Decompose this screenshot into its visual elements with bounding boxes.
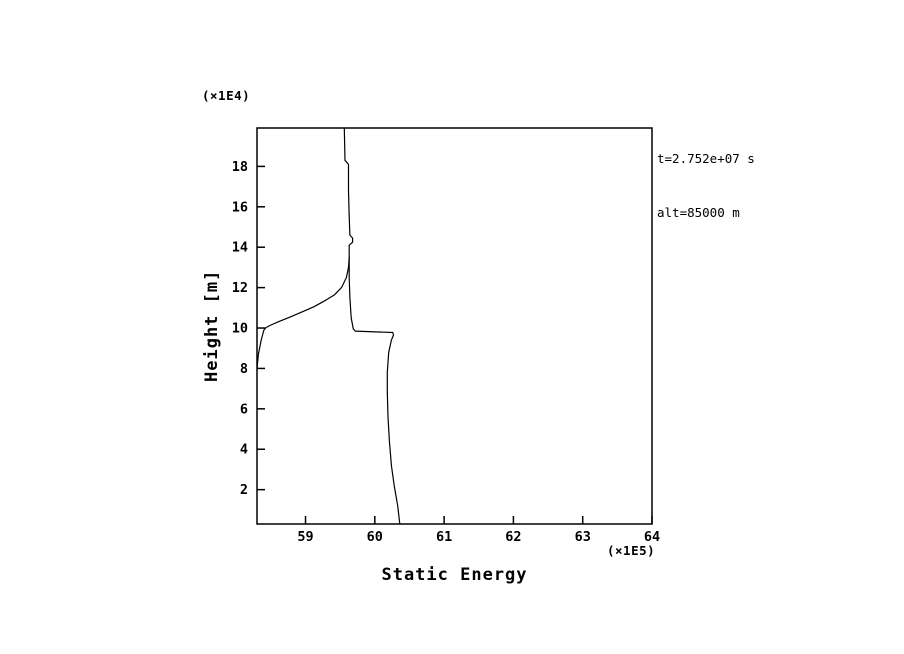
x-tick-label: 62 <box>505 529 521 545</box>
annotation-altitude: alt=85000 m <box>657 205 740 220</box>
y-tick-label: 10 <box>232 321 248 337</box>
static-energy-profile-main <box>343 128 401 524</box>
x-axis-title: Static Energy <box>381 565 528 585</box>
y-tick-label: 8 <box>240 361 248 377</box>
y-axis-title: Height [m] <box>202 269 222 383</box>
x-tick-label: 61 <box>436 529 452 545</box>
y-tick-label: 4 <box>240 442 248 458</box>
y-tick-label: 14 <box>232 240 248 256</box>
y-tick-label: 2 <box>240 482 248 498</box>
x-axis-unit-label: (×1E5) <box>607 543 656 558</box>
x-tick-label: 60 <box>367 529 383 545</box>
x-tick-label: 59 <box>297 529 313 545</box>
x-tick-label: 63 <box>575 529 591 545</box>
y-axis-unit-label: (×1E4) <box>202 88 251 103</box>
annotation-time: t=2.752e+07 s <box>657 151 755 166</box>
static-energy-profile-branch <box>257 256 350 369</box>
y-tick-label: 6 <box>240 401 248 417</box>
y-tick-label: 18 <box>232 159 248 175</box>
axis-box <box>256 127 653 525</box>
y-tick-label: 12 <box>232 280 248 296</box>
annotation-block: t=2.752e+07 s alt=85000 m <box>657 114 755 258</box>
y-tick-label: 16 <box>232 199 248 215</box>
x-tick-label: 64 <box>644 529 660 545</box>
